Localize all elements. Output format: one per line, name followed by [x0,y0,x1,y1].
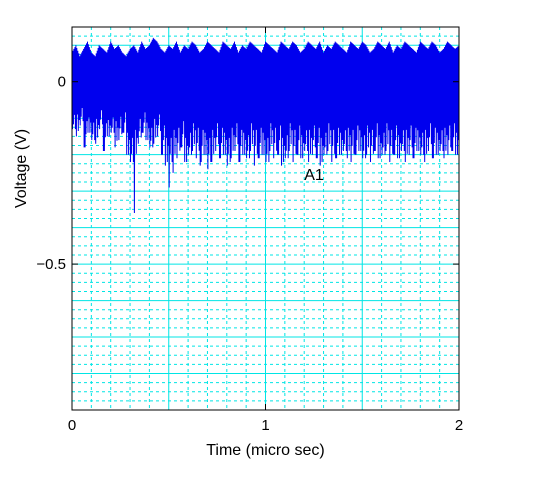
y-tick-label: −0.5 [36,256,66,273]
y-tick-label: 0 [58,74,66,91]
x-tick-label: 2 [455,417,463,434]
x-tick-label: 0 [68,417,76,434]
x-axis-label: Time (micro sec) [206,442,325,459]
y-axis-label: Voltage (V) [13,129,30,208]
annotation-a1: A1 [304,167,324,184]
x-tick-label: 1 [261,417,269,434]
voltage-trace-line [71,37,459,214]
data-trace [71,37,459,214]
axis-ticks: 0 1 2 0 −0.5 [36,27,463,434]
